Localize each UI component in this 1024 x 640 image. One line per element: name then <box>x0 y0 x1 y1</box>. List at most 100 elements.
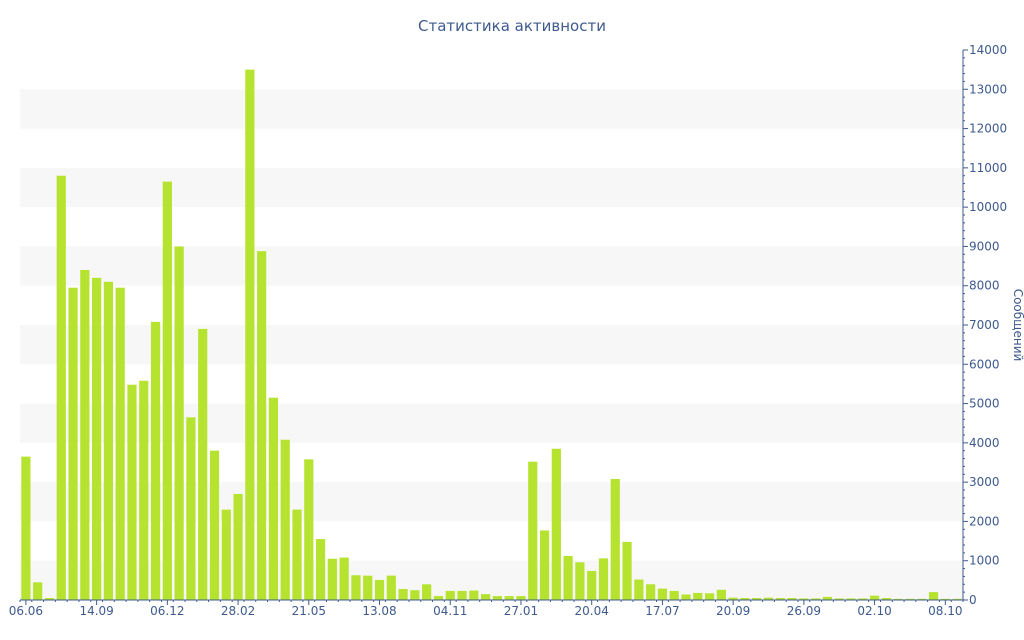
bar[interactable] <box>245 69 255 600</box>
bar[interactable] <box>775 598 785 600</box>
bar[interactable] <box>315 539 326 600</box>
bar[interactable] <box>150 321 161 600</box>
bar[interactable] <box>917 598 927 600</box>
bar[interactable] <box>445 590 455 600</box>
bar[interactable] <box>893 598 903 600</box>
x-tick-label: 20.09 <box>716 604 750 618</box>
bar[interactable] <box>374 579 385 600</box>
y-tick-label: 11000 <box>969 161 1007 175</box>
grid-band <box>20 246 963 286</box>
bar[interactable] <box>209 450 220 600</box>
bar[interactable] <box>704 593 715 600</box>
bar[interactable] <box>304 459 314 600</box>
bar[interactable] <box>398 589 408 600</box>
bar[interactable] <box>115 287 125 600</box>
bar[interactable] <box>693 592 703 600</box>
bar[interactable] <box>327 558 337 600</box>
bar[interactable] <box>669 590 679 600</box>
bar[interactable] <box>280 439 290 600</box>
bar[interactable] <box>905 598 915 600</box>
bar[interactable] <box>44 598 55 600</box>
bar[interactable] <box>433 596 444 600</box>
bar[interactable] <box>351 575 361 600</box>
bar[interactable] <box>563 556 573 600</box>
bar[interactable] <box>257 251 267 600</box>
bar[interactable] <box>870 595 880 600</box>
y-axis-label: Сообщений <box>1011 289 1024 362</box>
grid-band <box>20 325 963 365</box>
grid-bands <box>20 89 963 600</box>
bar[interactable] <box>846 598 856 600</box>
x-axis: 06.06 14.09 06.12 28.02 21.05 13.08 04.11 27.01… <box>9 599 964 618</box>
bar[interactable] <box>528 461 538 600</box>
bar[interactable] <box>127 384 137 600</box>
bar[interactable] <box>551 448 561 600</box>
bar[interactable] <box>763 597 774 600</box>
bar[interactable] <box>139 380 149 600</box>
bar[interactable] <box>657 588 668 600</box>
bar[interactable] <box>221 509 231 600</box>
bar[interactable] <box>492 596 502 600</box>
bar[interactable] <box>575 562 585 600</box>
bar[interactable] <box>33 582 43 600</box>
bar[interactable] <box>469 590 479 600</box>
bar[interactable] <box>822 596 833 600</box>
y-tick-label: 9000 <box>969 239 1000 253</box>
bar[interactable] <box>928 592 939 600</box>
bar[interactable] <box>103 281 113 600</box>
bar[interactable] <box>410 590 420 600</box>
bar[interactable] <box>386 575 396 600</box>
y-tick-label: 3000 <box>969 475 1000 489</box>
bar[interactable] <box>516 596 526 600</box>
bar[interactable] <box>952 598 962 600</box>
bar[interactable] <box>80 270 90 600</box>
bar[interactable] <box>363 575 373 600</box>
bar[interactable] <box>787 598 797 600</box>
bar[interactable] <box>162 181 172 601</box>
y-tick-label: 6000 <box>969 357 1000 371</box>
bar[interactable] <box>799 598 809 600</box>
bar[interactable] <box>339 557 349 600</box>
bar[interactable] <box>457 590 467 600</box>
bar[interactable] <box>811 598 821 600</box>
x-tick-label: 14.09 <box>79 604 113 618</box>
bar[interactable] <box>858 598 868 600</box>
x-tick-label: 04.11 <box>433 604 467 618</box>
x-tick-label: 08.10 <box>928 604 962 618</box>
bar[interactable] <box>598 558 609 600</box>
bar[interactable] <box>752 598 762 600</box>
y-tick-label: 0 <box>969 593 977 607</box>
bar[interactable] <box>610 479 620 600</box>
bar[interactable] <box>21 456 31 600</box>
bar[interactable] <box>92 277 102 600</box>
bar[interactable] <box>740 598 750 600</box>
bar[interactable] <box>681 594 691 601</box>
bar[interactable] <box>646 584 656 600</box>
bar[interactable] <box>422 584 432 600</box>
bar[interactable] <box>728 597 738 600</box>
bar[interactable] <box>233 493 243 600</box>
bar[interactable] <box>292 509 302 600</box>
bar[interactable] <box>716 589 726 600</box>
bar[interactable] <box>634 579 644 600</box>
bar[interactable] <box>587 570 597 600</box>
bar[interactable] <box>186 417 196 600</box>
y-tick-label: 7000 <box>969 318 1000 332</box>
bar[interactable] <box>481 594 491 600</box>
bar[interactable] <box>622 541 632 600</box>
bar[interactable] <box>504 596 514 600</box>
bar[interactable] <box>268 397 279 600</box>
bar[interactable] <box>539 530 550 600</box>
bar[interactable] <box>56 175 66 600</box>
bar[interactable] <box>198 328 208 600</box>
bar[interactable] <box>174 246 184 600</box>
x-tick-label: 06.12 <box>150 604 184 618</box>
bar[interactable] <box>834 598 844 600</box>
bar[interactable] <box>68 287 78 600</box>
x-tick-label: 26.09 <box>787 604 821 618</box>
bar[interactable] <box>940 598 950 600</box>
x-tick-label: 28.02 <box>221 604 255 618</box>
bar[interactable] <box>881 598 891 600</box>
